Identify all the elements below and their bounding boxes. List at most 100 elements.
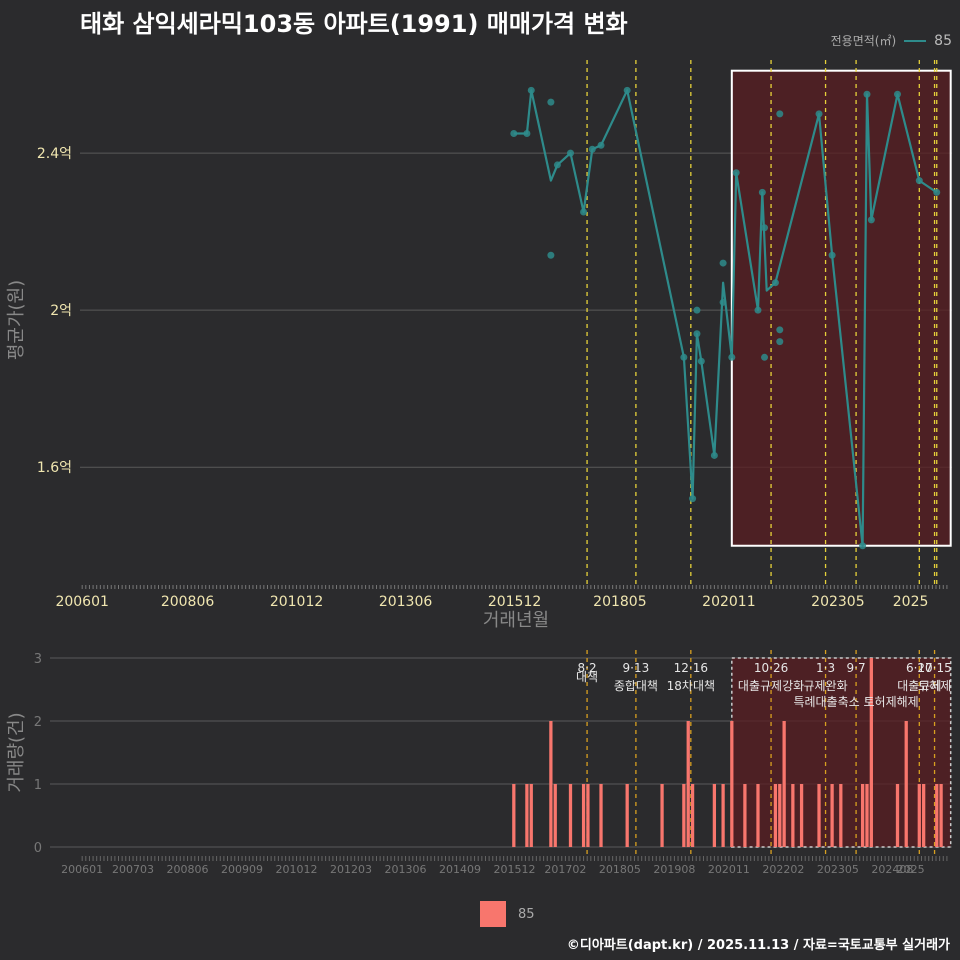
price-data-point	[567, 149, 574, 157]
volume-bar	[782, 721, 786, 847]
volume-bar	[512, 784, 516, 847]
policy-date-label: 9·7	[847, 661, 866, 675]
volume-bar	[904, 721, 908, 847]
policy-name-label: 대책	[576, 669, 598, 684]
volume-bar	[939, 784, 943, 847]
price-data-point	[553, 161, 561, 169]
volume-bar	[553, 784, 557, 847]
price-data-point	[689, 495, 697, 503]
price-data-point	[523, 130, 531, 138]
volume-bar	[529, 784, 533, 847]
volume-bar	[791, 784, 795, 847]
policy-name-label: 대출규제강화	[738, 679, 804, 693]
policy-name-label: 토허제	[918, 679, 951, 693]
volume-bar	[817, 784, 821, 847]
volume-x-tick-label: 201805	[599, 863, 641, 876]
price-data-point	[547, 98, 555, 106]
volume-bar	[756, 784, 760, 847]
volume-bar	[730, 721, 734, 847]
price-data-point	[754, 306, 762, 314]
policy-date-label: 1·3	[816, 661, 835, 675]
price-x-tick-label: 201012	[270, 594, 323, 610]
price-data-point	[710, 451, 718, 459]
volume-bar	[935, 784, 939, 847]
price-data-point	[915, 177, 923, 185]
price-x-tick-label: 200806	[161, 594, 215, 610]
price-data-point	[776, 338, 784, 346]
price-data-point	[863, 90, 871, 98]
policy-date-label: 12·16	[674, 661, 708, 675]
price-data-point	[588, 145, 596, 153]
price-data-point	[776, 326, 784, 334]
volume-x-tick-label: 201908	[653, 863, 695, 876]
volume-x-tick-label: 202305	[817, 863, 859, 876]
legend-top: 전용면적(㎡) 85	[831, 32, 952, 49]
volume-bar	[660, 784, 664, 847]
volume-bar	[839, 784, 843, 847]
price-x-tick-label: 201512	[488, 594, 541, 610]
volume-bar	[860, 784, 865, 847]
volume-bar	[778, 784, 782, 847]
volume-x-tick-label: 200909	[221, 863, 263, 876]
legend-bottom: 85	[480, 901, 535, 927]
price-data-point	[771, 279, 779, 287]
policy-date-label: 8·2	[578, 661, 597, 675]
volume-bar	[869, 658, 873, 847]
price-data-point	[623, 86, 631, 94]
price-x-tick-label: 202305	[811, 594, 864, 610]
price-data-point	[510, 130, 518, 138]
price-x-tick-label: 201805	[593, 594, 646, 610]
policy-name-label: 특례대출축소 토허제해제	[793, 695, 918, 709]
price-data-point	[732, 169, 740, 177]
volume-bar	[799, 784, 804, 847]
price-y-tick-label: 2.4억	[37, 146, 72, 162]
volume-bar	[568, 784, 573, 847]
price-data-point	[859, 542, 867, 550]
price-data-point	[815, 110, 823, 118]
volume-y-tick-label: 2	[34, 715, 42, 730]
price-data-point	[547, 251, 555, 259]
volume-y-tick-label: 3	[34, 652, 42, 667]
volume-bar	[586, 784, 590, 847]
price-data-point	[719, 259, 727, 267]
price-data-point	[527, 86, 535, 94]
volume-x-tick-label: 201012	[276, 863, 318, 876]
volume-x-tick-label: 201512	[494, 863, 536, 876]
volume-x-tick-label: 201203	[330, 863, 372, 876]
price-data-point	[776, 110, 784, 118]
volume-bar	[549, 721, 553, 847]
legend-bottom-label: 85	[518, 906, 535, 922]
price-x-axis-title: 거래년월	[483, 610, 549, 631]
price-data-point	[761, 224, 769, 232]
legend-line-swatch	[904, 39, 927, 42]
volume-x-tick-label: 200703	[112, 863, 154, 876]
policy-date-label: 6·27	[906, 661, 933, 675]
volume-bar	[895, 784, 900, 847]
volume-bar	[581, 784, 586, 847]
policy-name-label: 규제완화	[803, 679, 847, 693]
policy-date-label: 9·13	[623, 661, 650, 675]
price-data-point	[761, 353, 769, 361]
price-data-point	[828, 251, 836, 259]
volume-bar	[743, 784, 747, 847]
price-x-tick-label: 2025	[893, 594, 929, 610]
volume-x-tick-label: 200601	[61, 863, 103, 876]
volume-x-tick-label: 202408	[871, 863, 913, 876]
volume-x-tick-label: 2025	[897, 863, 925, 876]
price-highlight-box	[730, 69, 952, 547]
legend-bar-swatch	[480, 901, 506, 927]
volume-x-tick-label: 201409	[439, 863, 481, 876]
volume-y-axis-title: 거래량(건)	[6, 712, 27, 792]
price-data-point	[693, 330, 701, 338]
price-y-axis-title: 평균가(원)	[6, 280, 27, 360]
price-data-point	[933, 188, 941, 196]
volume-x-tick-label: 201306	[385, 863, 427, 876]
price-data-point	[719, 298, 727, 306]
volume-bar	[686, 721, 690, 847]
price-x-tick-label: 202011	[702, 594, 755, 610]
footer-credit: ©디아파트(dapt.kr) / 2025.11.13 / 자료=국토교통부 실…	[566, 938, 950, 953]
policy-date-label: 10·15	[917, 661, 951, 675]
volume-bar	[830, 784, 834, 847]
volume-bar	[599, 784, 603, 847]
volume-x-tick-label: 200806	[167, 863, 209, 876]
